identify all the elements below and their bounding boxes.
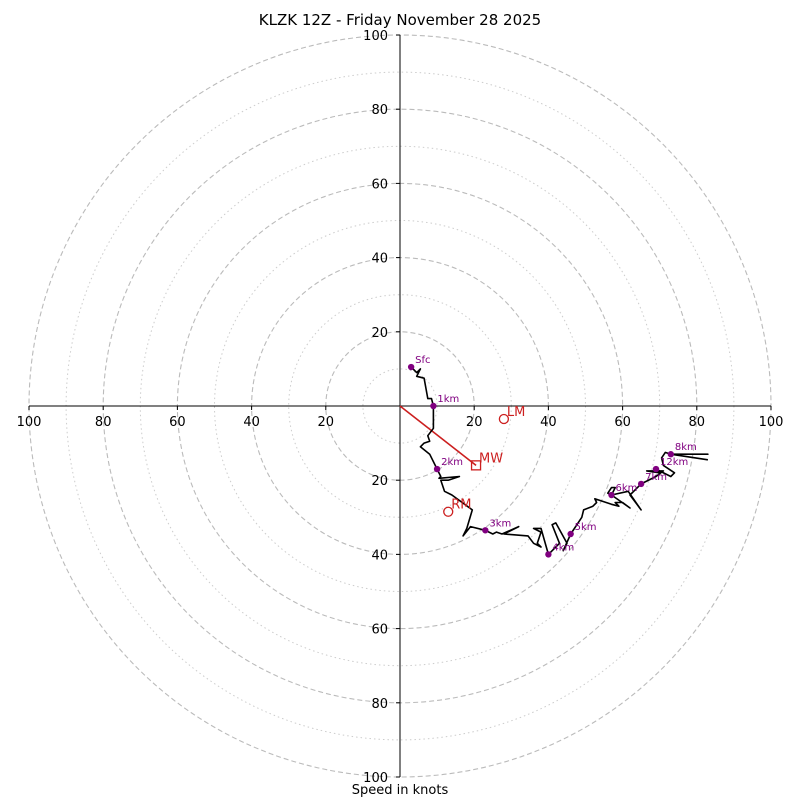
y-tick-label: 100 — [363, 29, 388, 44]
right-mover-label: RM — [451, 498, 471, 513]
chart-title: KLZK 12Z - Friday November 28 2025 — [258, 11, 542, 29]
hodograph-trace-group — [410, 366, 709, 556]
height-marker-4km — [545, 551, 552, 558]
storm-motion-markers: MW LM RM — [443, 405, 525, 517]
y-tick-label: 60 — [371, 177, 388, 192]
height-marker-8km — [667, 451, 675, 458]
x-tick-label: 60 — [169, 415, 186, 430]
mean-wind-label: MW — [479, 451, 503, 466]
height-marker-2km — [433, 465, 441, 473]
x-tick-label: 20 — [318, 415, 335, 430]
x-tick-label: 40 — [540, 415, 557, 430]
y-tick-label: 40 — [371, 252, 388, 267]
mean-wind-marker — [470, 460, 482, 471]
hodograph-trace — [410, 366, 709, 556]
height-label-Sfc: Sfc — [415, 355, 430, 366]
height-marker-5km — [567, 530, 574, 538]
left-mover-label: LM — [507, 405, 525, 420]
height-label-4km: 4km — [552, 542, 574, 553]
right-mover-marker — [443, 506, 454, 517]
height-marker-12km — [652, 465, 660, 473]
x-tick-label: 40 — [243, 415, 260, 430]
height-label-6km: 6km — [615, 483, 637, 494]
mean-wind-vector — [399, 405, 477, 466]
height-label-2km: 2km — [441, 457, 463, 468]
height-label-3km: 3km — [489, 518, 511, 529]
height-label-7km: 7km — [645, 472, 667, 483]
height-label-1km: 1km — [437, 394, 459, 405]
y-tick-label: 20 — [371, 326, 388, 341]
x-tick-label: 100 — [759, 415, 784, 430]
height-marker-7km — [637, 480, 645, 488]
tick-labels: 100 80 60 40 20 20 40 60 80 100 100 80 60 40 20 20 40 60 8… — [17, 29, 784, 786]
height-marker-3km — [482, 527, 489, 534]
y-tick-label: 100 — [363, 771, 388, 786]
height-label-5km: 5km — [575, 522, 597, 533]
left-mover-marker — [498, 413, 510, 425]
y-tick-label: 80 — [371, 103, 388, 118]
y-tick-label: 80 — [371, 697, 388, 712]
shear-vector-group — [399, 405, 477, 466]
x-tick-label: 20 — [466, 415, 483, 430]
x-tick-label: 80 — [95, 415, 112, 430]
height-marker-1km — [430, 402, 437, 410]
y-tick-label: 60 — [371, 623, 388, 638]
height-marker-Sfc — [407, 363, 415, 371]
x-tick-label: 80 — [689, 415, 706, 430]
x-tick-label: 100 — [17, 415, 42, 430]
height-label-8km: 8km — [675, 442, 697, 453]
height-marker-6km — [608, 491, 615, 499]
x-tick-label: 60 — [614, 415, 631, 430]
y-tick-label: 40 — [371, 548, 388, 563]
height-label-12km: 12km — [660, 457, 688, 468]
x-axis-label: Speed in knots — [351, 783, 449, 798]
y-tick-label: 20 — [371, 474, 388, 489]
